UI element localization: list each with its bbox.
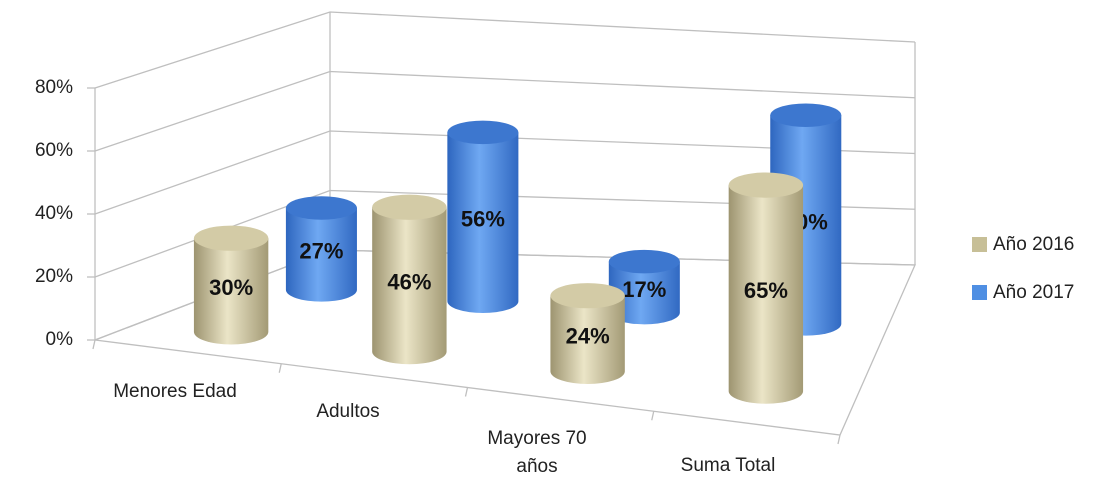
cylinder xyxy=(372,207,447,365)
x-tick-label: Mayores 70 años xyxy=(487,428,587,477)
value-label: 56% xyxy=(461,207,505,232)
cylinder-top xyxy=(608,249,680,274)
x-tick xyxy=(278,363,282,373)
y-tick-label: 0% xyxy=(46,329,74,350)
grid-line xyxy=(94,70,916,152)
x-tick xyxy=(837,434,841,445)
y-tick-label: 20% xyxy=(35,266,73,287)
cylinder xyxy=(608,261,680,325)
cylinder xyxy=(285,207,357,302)
value-label: 30% xyxy=(209,275,253,300)
cylinder xyxy=(728,185,804,404)
value-label: 65% xyxy=(744,278,788,303)
value-label: 24% xyxy=(566,323,610,348)
x-tick-label: Adultos xyxy=(316,401,380,422)
value-label: 27% xyxy=(299,239,343,264)
cylinder-top xyxy=(193,225,269,251)
cylinder-top xyxy=(770,103,842,127)
cylinder xyxy=(193,238,269,345)
cylinder-top xyxy=(550,283,625,309)
x-tick-label: Menores Edad xyxy=(113,381,237,402)
value-label: 46% xyxy=(387,269,431,294)
cylinder xyxy=(447,132,519,313)
legend-label: Año 2016 xyxy=(993,234,1074,255)
y-tick-label: 80% xyxy=(35,77,73,98)
grid-line xyxy=(94,11,916,89)
x-tick xyxy=(651,411,655,421)
x-tick-label: Suma Total xyxy=(680,455,776,476)
grid-line xyxy=(94,189,916,278)
cylinder-top xyxy=(285,196,357,220)
x-tick xyxy=(464,387,469,397)
cylinder xyxy=(550,295,625,384)
cylinder-top xyxy=(372,194,447,220)
y-tick-label: 60% xyxy=(35,140,73,161)
x-tick xyxy=(92,339,96,350)
grid-line xyxy=(94,130,916,215)
legend-swatch xyxy=(972,237,987,252)
value-label: 17% xyxy=(622,277,666,302)
legend-label: Año 2017 xyxy=(993,282,1074,303)
cylinder-top xyxy=(447,120,519,145)
y-tick-label: 40% xyxy=(35,203,73,224)
cylinder-top xyxy=(728,172,804,198)
legend-swatch xyxy=(972,285,987,300)
